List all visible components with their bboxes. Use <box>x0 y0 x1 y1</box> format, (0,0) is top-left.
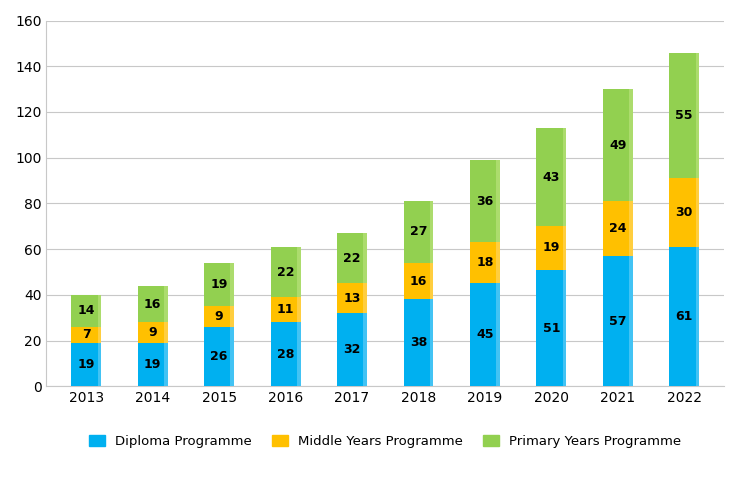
Bar <box>669 247 699 386</box>
Bar <box>138 286 167 323</box>
Bar <box>603 89 633 201</box>
Bar <box>297 297 301 322</box>
Bar <box>603 201 633 256</box>
Bar <box>363 313 367 386</box>
Bar <box>562 226 566 270</box>
Bar <box>629 256 633 386</box>
Bar <box>164 286 167 323</box>
Bar <box>695 247 699 386</box>
Text: 22: 22 <box>277 266 294 278</box>
Bar <box>271 297 301 322</box>
Bar <box>204 327 234 386</box>
Bar <box>430 300 433 386</box>
Text: 18: 18 <box>476 256 494 270</box>
Bar <box>138 322 167 343</box>
Text: 19: 19 <box>144 358 161 371</box>
Text: 45: 45 <box>476 328 494 342</box>
Text: 55: 55 <box>676 109 693 122</box>
Bar <box>71 327 101 343</box>
Bar <box>297 247 301 297</box>
Bar <box>230 263 234 306</box>
Bar <box>470 160 500 242</box>
Bar <box>204 306 234 327</box>
Bar <box>496 284 500 387</box>
Text: 24: 24 <box>609 222 626 235</box>
Bar <box>629 201 633 256</box>
Bar <box>230 327 234 386</box>
Text: 51: 51 <box>542 322 560 334</box>
Bar <box>71 343 101 386</box>
Text: 61: 61 <box>676 310 693 323</box>
Text: 28: 28 <box>277 348 294 361</box>
Bar <box>138 343 167 386</box>
Bar <box>404 201 433 263</box>
Text: 30: 30 <box>676 206 693 219</box>
Bar <box>496 242 500 284</box>
Bar <box>98 295 101 327</box>
Bar <box>337 233 367 283</box>
Bar <box>230 306 234 327</box>
Text: 43: 43 <box>543 170 560 183</box>
Legend: Diploma Programme, Middle Years Programme, Primary Years Programme: Diploma Programme, Middle Years Programm… <box>84 430 687 453</box>
Bar <box>496 160 500 242</box>
Text: 36: 36 <box>476 194 494 207</box>
Bar <box>271 247 301 297</box>
Text: 7: 7 <box>82 328 91 342</box>
Bar <box>629 89 633 201</box>
Bar <box>363 284 367 313</box>
Bar <box>536 226 566 270</box>
Bar <box>669 52 699 178</box>
Bar <box>204 263 234 306</box>
Bar <box>363 233 367 283</box>
Bar <box>164 322 167 343</box>
Bar <box>337 313 367 386</box>
Bar <box>164 343 167 386</box>
Bar <box>669 178 699 247</box>
Text: 11: 11 <box>277 303 294 316</box>
Bar <box>71 295 101 327</box>
Text: 19: 19 <box>77 358 95 371</box>
Bar <box>337 284 367 313</box>
Bar <box>470 284 500 387</box>
Bar <box>98 327 101 343</box>
Bar <box>271 322 301 386</box>
Text: 9: 9 <box>214 310 223 323</box>
Bar <box>562 128 566 226</box>
Text: 16: 16 <box>410 274 428 287</box>
Text: 22: 22 <box>344 252 361 265</box>
Bar <box>470 242 500 284</box>
Bar <box>603 256 633 386</box>
Text: 49: 49 <box>609 138 626 151</box>
Text: 14: 14 <box>77 304 95 318</box>
Bar <box>430 201 433 263</box>
Bar <box>695 52 699 178</box>
Bar <box>695 178 699 247</box>
Text: 19: 19 <box>543 242 560 254</box>
Bar <box>98 343 101 386</box>
Bar <box>404 300 433 386</box>
Bar <box>297 322 301 386</box>
Text: 9: 9 <box>148 326 157 339</box>
Bar <box>430 263 433 300</box>
Bar <box>536 128 566 226</box>
Text: 13: 13 <box>344 292 361 305</box>
Bar <box>562 270 566 386</box>
Bar <box>536 270 566 386</box>
Text: 57: 57 <box>609 314 626 328</box>
Text: 32: 32 <box>344 343 361 356</box>
Text: 26: 26 <box>211 350 228 363</box>
Text: 16: 16 <box>144 298 161 310</box>
Text: 19: 19 <box>211 278 228 291</box>
Bar <box>404 263 433 300</box>
Text: 27: 27 <box>410 226 428 238</box>
Text: 38: 38 <box>410 336 427 349</box>
